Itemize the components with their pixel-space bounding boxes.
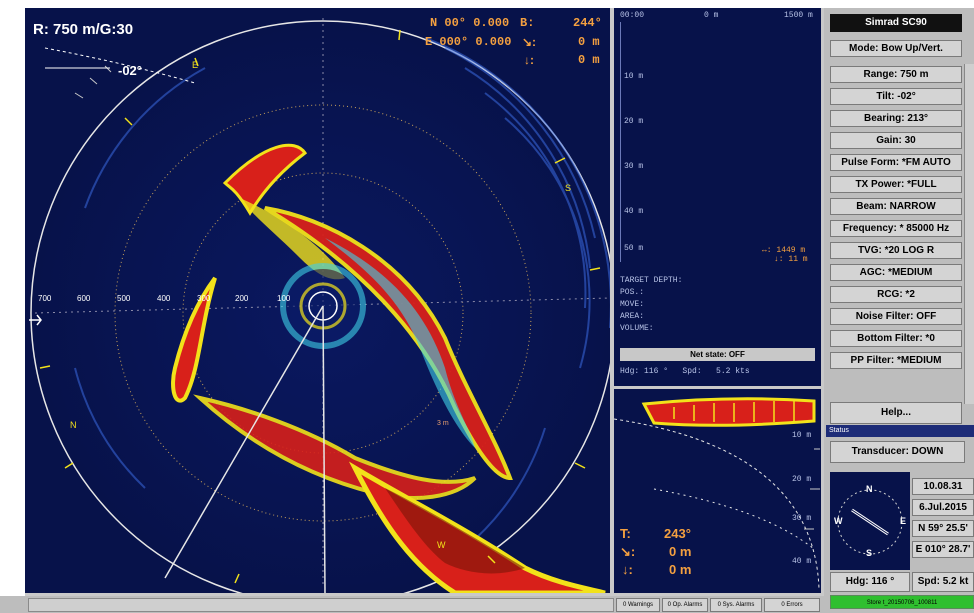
target-depth-label: TARGET DEPTH:: [620, 276, 683, 285]
op-alarms-button[interactable]: 0 Op. Alarms: [662, 598, 708, 612]
position-lat: N 00° 0.000: [430, 16, 510, 30]
echo-depth-50: 50 m: [624, 244, 644, 253]
gain-button[interactable]: Gain: 30: [830, 132, 962, 149]
top-margin: [0, 0, 974, 8]
range-ring-outer: [114, 104, 532, 522]
echo-depth-20: 20 m: [624, 117, 644, 126]
time-field: 10.08.31: [912, 478, 974, 495]
echo-distance-start: 0 m: [704, 11, 719, 20]
bottom-message-area: [28, 598, 614, 612]
compass-w: W: [437, 540, 446, 550]
compass-s: S: [565, 183, 572, 193]
compass-widget-s: S: [866, 548, 873, 558]
echo-depth-30: 30 m: [624, 162, 644, 171]
compass-widget-e: E: [900, 516, 907, 526]
echo-time-start: 00:00: [620, 11, 645, 20]
bearing-button[interactable]: Bearing: 213°: [830, 110, 962, 127]
warnings-button[interactable]: 0 Warnings: [616, 598, 660, 612]
echo-distance-end: 1500 m: [784, 11, 813, 20]
range-ring-100: 100: [277, 294, 291, 303]
echogram-panel[interactable]: 00:00 0 m 1500 m 10 m 20 m 30 m 40 m 50 …: [614, 8, 821, 386]
compass-e: E: [192, 60, 199, 70]
errors-button[interactable]: 0 Errors: [764, 598, 820, 612]
area-label: AREA:: [620, 312, 645, 321]
range-ring-400: 400: [157, 294, 171, 303]
echo-heading-speed: Hdg: 116 ° Spd: 5.2 kts: [620, 367, 750, 376]
pp-filter-button[interactable]: PP Filter: *MEDIUM: [830, 352, 962, 369]
vertical-sonar-graphic: [614, 397, 820, 590]
depth-value: 0 m: [578, 53, 600, 67]
echo-marker-depth: ↓: 11 m: [774, 255, 808, 264]
left-margin: [0, 0, 25, 596]
sonar-display[interactable]: R: 750 m/G:30 -02° N 00° 0.000 E 000° 0.…: [25, 8, 610, 593]
echo-marker-range: ↔: 1449 m: [762, 246, 806, 255]
move-label: MOVE:: [620, 300, 645, 309]
range-ring-mid: [182, 172, 464, 454]
net-state-bar[interactable]: Net state: OFF: [620, 348, 815, 361]
store-status[interactable]: Store t_20150706_100811: [830, 595, 974, 609]
date-field: 6.Jul.2015: [912, 499, 974, 516]
range-ring-300: 300: [197, 294, 211, 303]
vs-t-label: T:: [620, 526, 631, 541]
sys-alarms-button[interactable]: 0 Sys. Alarms: [710, 598, 762, 612]
volume-label: VOLUME:: [620, 324, 654, 333]
range-ring-500: 500: [117, 294, 131, 303]
range-ring-700: 700: [38, 294, 52, 303]
help-button[interactable]: Help...: [830, 402, 962, 424]
tilt-button[interactable]: Tilt: -02°: [830, 88, 962, 105]
beam-button[interactable]: Beam: NARROW: [830, 198, 962, 215]
vs-depth-20: 20 m: [792, 475, 812, 484]
vs-depth-10: 10 m: [792, 431, 812, 440]
range-button[interactable]: Range: 750 m: [830, 66, 962, 83]
tilt-line: [322, 305, 326, 593]
track-label: 3 m: [437, 420, 449, 427]
heading-compass: N E S W: [830, 472, 910, 570]
status-header: Status: [826, 425, 974, 437]
longitude-field: E 010° 28.7': [912, 541, 974, 558]
frequency-button[interactable]: Frequency: * 85000 Hz: [830, 220, 962, 237]
heading-field: Hdg: 116 °: [830, 572, 910, 592]
slant-value: 0 m: [578, 35, 600, 49]
echo-depth-10: 10 m: [624, 72, 644, 81]
bottom-filter-button[interactable]: Bottom Filter: *0: [830, 330, 962, 347]
vs-slant-value: 0 m: [669, 544, 692, 559]
panel-title: Simrad SC90: [830, 14, 962, 32]
vs-t-value: 243°: [664, 526, 691, 541]
mode-button[interactable]: Mode: Bow Up/Vert.: [830, 40, 962, 57]
noise-filter-button[interactable]: Noise Filter: OFF: [830, 308, 962, 325]
tx-power-button[interactable]: TX Power: *FULL: [830, 176, 962, 193]
depth-icon: ↓:: [524, 53, 534, 67]
vs-depth-30: 30 m: [792, 514, 812, 523]
compass-widget-w: W: [834, 516, 843, 526]
rcg-button[interactable]: RCG: *2: [830, 286, 962, 303]
latitude-field: N 59° 25.5': [912, 520, 974, 537]
transducer-button[interactable]: Transducer: DOWN: [830, 441, 965, 463]
range-ring-600: 600: [77, 294, 91, 303]
tvg-button[interactable]: TVG: *20 LOG R: [830, 242, 962, 259]
vs-depth-value: 0 m: [669, 562, 692, 577]
range-ring-200: 200: [235, 294, 249, 303]
arrow-right-icon: [29, 314, 42, 326]
pos-label: POS.:: [620, 288, 645, 297]
compass-widget-n: N: [866, 484, 873, 494]
slant-icon: ↘:: [522, 35, 537, 49]
speed-field: Spd: 5.2 kt: [912, 572, 974, 592]
echo-depth-axis: [620, 22, 621, 262]
position-lon: E 000° 0.000: [425, 35, 512, 49]
vs-depth-icon: ↓:: [622, 562, 633, 577]
vertical-sonar-panel[interactable]: 10 m 20 m 30 m 40 m T: 243° ↘: 0 m ↓: 0 …: [614, 389, 821, 593]
range-gain-label: R: 750 m/G:30: [33, 21, 134, 38]
agc-button[interactable]: AGC: *MEDIUM: [830, 264, 962, 281]
compass-n: N: [70, 420, 77, 430]
sonar-graphic: [29, 18, 610, 593]
bearing-line: [164, 305, 324, 579]
bearing-label: B:: [520, 16, 535, 30]
panel-scroll-strip[interactable]: [964, 64, 974, 404]
echo-depth-40: 40 m: [624, 207, 644, 216]
vs-depth-40: 40 m: [792, 557, 812, 566]
vs-slant-icon: ↘:: [620, 544, 636, 559]
tilt-label: -02°: [118, 63, 142, 78]
bearing-value: 244°: [573, 16, 602, 30]
pulse-form-button[interactable]: Pulse Form: *FM AUTO: [830, 154, 962, 171]
